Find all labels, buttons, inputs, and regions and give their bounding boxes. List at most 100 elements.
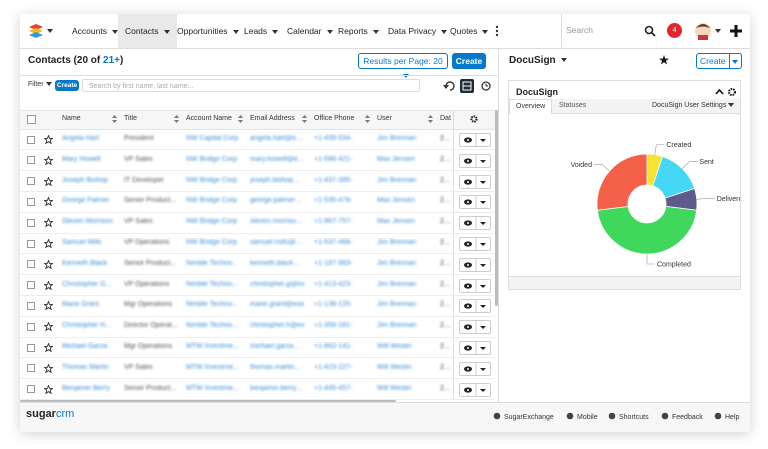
cell[interactable]: +1-437-395- <box>314 176 353 184</box>
row-actions[interactable] <box>459 133 491 147</box>
row-actions[interactable] <box>459 361 491 376</box>
row-select[interactable] <box>27 156 35 165</box>
cell[interactable]: +1-537-468- <box>314 239 353 246</box>
favorite-star[interactable] <box>44 384 53 394</box>
cell[interactable]: +1-586-421- <box>314 155 353 163</box>
user-avatar[interactable] <box>694 22 722 40</box>
cell[interactable]: Marie Grant <box>62 301 99 309</box>
nav-item[interactable]: Data Privacy <box>381 14 454 48</box>
filter-create[interactable]: Create <box>55 80 79 91</box>
favorite-star[interactable] <box>44 280 53 290</box>
cell[interactable]: +1-445-457- <box>314 384 353 392</box>
cell[interactable]: NW Capital Corp <box>186 135 239 142</box>
dashlet-controls[interactable] <box>715 87 737 97</box>
cell[interactable]: NW Bridge Corp <box>186 218 237 226</box>
brand-logo[interactable]: sugarcrm <box>26 408 74 420</box>
cell[interactable]: Mary Howell <box>62 155 101 163</box>
dashboard-create[interactable]: Create <box>696 53 742 69</box>
favorite-star[interactable] <box>44 135 53 144</box>
global-search[interactable]: Search <box>566 25 593 35</box>
favorite-star[interactable] <box>44 322 53 332</box>
cell[interactable]: Jim Brennan <box>377 280 417 288</box>
favorite-star[interactable] <box>44 301 53 311</box>
pie-slice[interactable] <box>596 205 698 255</box>
cell[interactable]: christopher.g@ex <box>250 280 305 288</box>
cell[interactable]: Jim Brennan <box>377 176 417 184</box>
cell[interactable]: Jim Brennan <box>377 322 417 330</box>
nav-item[interactable]: Reports <box>331 14 386 48</box>
cell[interactable]: Will Westin <box>377 363 412 371</box>
cell[interactable]: steven.morrison@ <box>250 218 306 226</box>
cell[interactable]: angela.hart@example <box>250 135 306 142</box>
cell[interactable]: NW Bridge Corp <box>186 155 237 163</box>
row-select[interactable] <box>27 301 35 310</box>
favorite-star[interactable] <box>44 363 53 373</box>
cell[interactable]: Max Jensen <box>377 218 415 226</box>
row-select[interactable] <box>27 177 35 186</box>
notification-badge[interactable]: 4 <box>667 23 682 38</box>
footer-link[interactable]: SugarExchange <box>493 412 554 421</box>
cell[interactable]: Will Westin <box>377 384 412 392</box>
cell[interactable]: Steven Morrison <box>62 218 113 226</box>
filter-dropdown[interactable]: Filter <box>28 81 52 88</box>
favorite-star[interactable] <box>44 218 53 228</box>
cell[interactable]: +1-435-534- <box>314 135 353 142</box>
cell[interactable]: +1-535-476- <box>314 197 353 205</box>
cell[interactable]: mary.howell@exam <box>250 155 306 163</box>
row-select[interactable] <box>27 218 35 227</box>
cell[interactable]: NW Bridge Corp <box>186 197 237 205</box>
favorite-star[interactable] <box>44 239 53 248</box>
vertical-scrollbar[interactable] <box>495 110 498 306</box>
row-actions[interactable] <box>459 216 491 231</box>
cell[interactable]: MTW Investme... <box>186 363 239 371</box>
row-actions[interactable] <box>459 195 491 210</box>
dashlet-settings[interactable]: DocuSign User Settings <box>652 102 735 109</box>
row-actions[interactable] <box>459 320 491 335</box>
cell[interactable]: Jim Brennan <box>377 239 417 246</box>
horizontal-scrollbar[interactable] <box>20 399 396 402</box>
search-icon[interactable] <box>644 25 656 37</box>
nav-item[interactable]: Accounts <box>65 14 125 48</box>
row-select[interactable] <box>27 385 35 394</box>
footer-link[interactable]: Shortcuts <box>608 412 649 421</box>
cell[interactable]: Benjamin Berry <box>62 384 110 392</box>
cell[interactable]: Nimble Techno... <box>186 301 239 309</box>
cell[interactable]: Max Jensen <box>377 197 415 205</box>
column-header[interactable]: User <box>377 110 436 128</box>
pie-slice[interactable] <box>596 153 648 211</box>
header-select-all[interactable] <box>27 115 36 124</box>
list-search[interactable]: Search by first name, last name... <box>82 79 420 92</box>
row-select[interactable] <box>27 260 35 269</box>
row-actions[interactable] <box>459 341 491 355</box>
cell[interactable]: samuel.mills@exa <box>250 239 306 246</box>
cell[interactable]: Kenneth Black <box>62 259 108 267</box>
cell[interactable]: Jim Brennan <box>377 135 417 142</box>
cell[interactable]: MTW Investme... <box>186 384 239 392</box>
nav-item[interactable]: Quotes <box>443 14 495 48</box>
footer-link[interactable]: Feedback <box>661 412 703 421</box>
column-header[interactable]: Title <box>124 110 182 128</box>
cell[interactable]: Samuel Mills <box>62 239 102 246</box>
cell[interactable]: Angela Hart <box>62 135 99 142</box>
column-settings[interactable] <box>470 115 478 123</box>
cell[interactable]: Nimble Techno... <box>186 322 239 330</box>
favorite-star[interactable] <box>659 55 669 65</box>
cell[interactable]: +1-423-227- <box>314 363 353 371</box>
column-header[interactable]: Name <box>62 110 120 128</box>
cell[interactable]: Nimble Techno... <box>186 259 239 267</box>
more-menu[interactable] <box>494 25 500 37</box>
cell[interactable]: Joseph Bishop <box>62 176 108 184</box>
row-actions[interactable] <box>459 382 491 397</box>
cell[interactable]: thomas.martin@ex <box>250 363 306 371</box>
favorite-star[interactable] <box>44 259 53 269</box>
logo[interactable] <box>28 23 56 39</box>
cell[interactable]: Will Westin <box>377 343 412 350</box>
list-tools[interactable] <box>442 78 498 94</box>
favorite-star[interactable] <box>44 197 53 207</box>
cell[interactable]: Nimble Techno... <box>186 280 239 288</box>
row-select[interactable] <box>27 343 35 352</box>
cell[interactable]: Michael Garza <box>62 343 108 350</box>
row-actions[interactable] <box>459 153 491 168</box>
row-select[interactable] <box>27 239 35 248</box>
cell[interactable]: +1-967-757- <box>314 218 353 226</box>
